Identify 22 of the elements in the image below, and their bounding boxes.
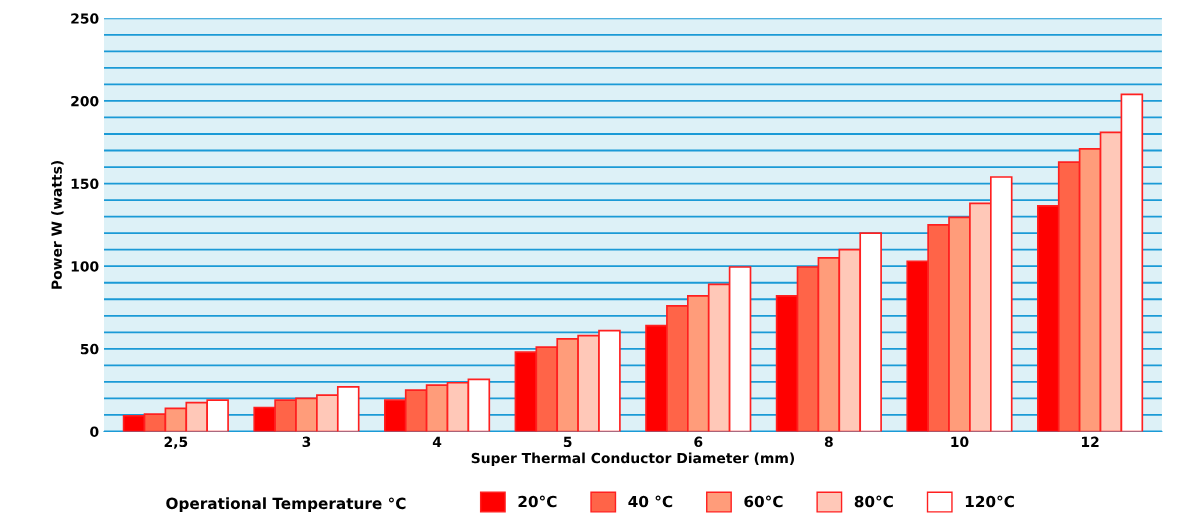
x-tick-label: 4 bbox=[432, 436, 442, 447]
x-axis-title: Super Thermal Conductor Diameter (mm) bbox=[471, 452, 795, 466]
legend-label: 40 °C bbox=[628, 495, 673, 508]
y-tick-label: 50 bbox=[80, 343, 99, 355]
y-tick-label: 200 bbox=[71, 95, 99, 107]
y-tick-label: 250 bbox=[71, 13, 99, 24]
x-tick-label: 10 bbox=[951, 436, 969, 448]
y-axis-title: Power W (watts) bbox=[51, 160, 64, 289]
x-tick-label: 6 bbox=[694, 436, 703, 448]
y-tick-label: 0 bbox=[90, 426, 99, 437]
legend-label: 120°C bbox=[965, 495, 1014, 508]
legend-title: Operational Temperature °C bbox=[166, 497, 406, 513]
y-tick-label: 100 bbox=[71, 261, 99, 272]
legend-label: 60°C bbox=[744, 495, 783, 508]
x-tick-label: 3 bbox=[302, 436, 311, 448]
x-tick-label: 2,5 bbox=[164, 436, 188, 449]
x-tick-label: 5 bbox=[563, 436, 572, 448]
legend-label: 80°C bbox=[854, 495, 893, 508]
x-tick-label: 8 bbox=[824, 436, 833, 448]
y-tick-label: 150 bbox=[71, 178, 99, 190]
legend-label: 20°C bbox=[518, 495, 557, 508]
x-tick-label: 12 bbox=[1081, 436, 1099, 447]
